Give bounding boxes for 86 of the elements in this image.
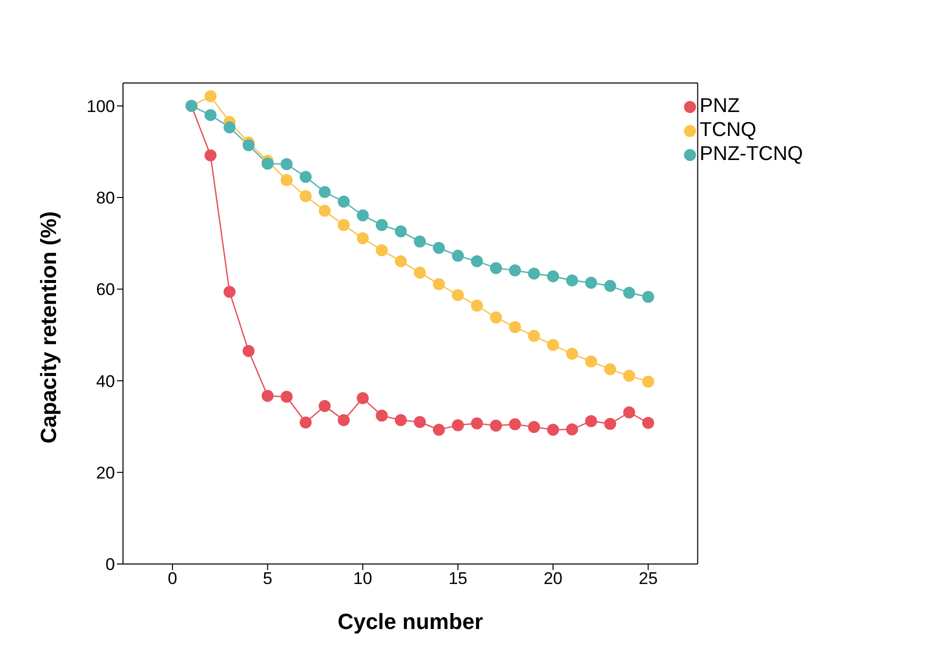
- point: [414, 236, 426, 248]
- point: [280, 390, 293, 403]
- point: [338, 219, 350, 232]
- point: [242, 139, 255, 152]
- point: [242, 344, 255, 357]
- point: [470, 417, 483, 430]
- y-tick-label: 80: [96, 188, 115, 208]
- point: [508, 321, 521, 334]
- point: [490, 312, 502, 324]
- x-tick-label: 10: [353, 569, 372, 588]
- x-axis-title: Cycle number: [338, 609, 484, 634]
- point: [470, 255, 483, 268]
- point: [432, 424, 445, 436]
- point: [547, 424, 560, 436]
- point: [528, 268, 540, 280]
- point: [318, 186, 331, 198]
- x-tick-label: 20: [544, 569, 563, 588]
- point: [623, 370, 636, 382]
- point: [566, 423, 578, 436]
- point: [604, 418, 616, 430]
- point: [224, 286, 236, 298]
- y-tick-label: 0: [106, 555, 115, 574]
- y-tick-label: 60: [96, 280, 115, 300]
- y-tick-label: 40: [96, 372, 115, 391]
- point: [528, 330, 540, 342]
- point: [432, 242, 445, 254]
- point: [376, 410, 388, 422]
- point: [318, 400, 331, 412]
- point: [642, 416, 654, 429]
- point: [300, 416, 312, 428]
- point: [623, 406, 636, 418]
- point: [452, 289, 464, 302]
- point: [642, 290, 654, 303]
- point: [585, 276, 598, 289]
- point: [204, 109, 217, 122]
- point: [604, 280, 616, 292]
- x-tick-label: 15: [448, 569, 468, 588]
- point: [394, 225, 407, 238]
- point: [452, 250, 464, 262]
- point: [566, 348, 578, 360]
- point: [604, 363, 616, 376]
- point: [547, 339, 560, 352]
- point: [508, 418, 521, 430]
- point: [470, 300, 483, 312]
- point: [508, 264, 521, 276]
- point: [338, 196, 350, 208]
- point: [356, 392, 369, 404]
- point: [262, 390, 274, 402]
- point: [414, 266, 426, 279]
- x-tick-label: 0: [168, 569, 178, 588]
- point: [585, 356, 598, 368]
- point: [300, 190, 312, 202]
- point: [338, 414, 350, 426]
- point: [280, 158, 293, 170]
- point: [356, 209, 369, 222]
- point: [394, 255, 407, 268]
- point: [566, 274, 578, 286]
- point: [490, 262, 502, 274]
- point: [528, 421, 540, 434]
- point: [300, 170, 312, 183]
- y-tick-label: 100: [86, 96, 115, 116]
- legend-label: PNZ-TCNQ: [700, 143, 803, 165]
- legend-label: PNZ: [700, 95, 740, 117]
- point: [414, 416, 426, 428]
- point: [204, 90, 217, 102]
- x-tick-label: 5: [262, 569, 272, 588]
- y-tick-label: 20: [96, 463, 115, 482]
- point: [490, 420, 502, 432]
- point: [224, 121, 236, 134]
- legend-label: TCNQ: [700, 119, 756, 141]
- x-tick-label: 25: [638, 569, 658, 588]
- point: [547, 270, 560, 282]
- point: [204, 149, 217, 162]
- point: [318, 204, 331, 217]
- y-axis-title: Capacity retention (%): [36, 211, 61, 444]
- point: [623, 286, 636, 299]
- point: [356, 232, 369, 244]
- point: [376, 244, 388, 256]
- point: [432, 278, 445, 290]
- point: [394, 414, 407, 426]
- point: [262, 158, 274, 170]
- point: [452, 419, 464, 432]
- point: [376, 219, 388, 232]
- point: [280, 174, 293, 186]
- point: [585, 415, 598, 428]
- point: [642, 376, 654, 388]
